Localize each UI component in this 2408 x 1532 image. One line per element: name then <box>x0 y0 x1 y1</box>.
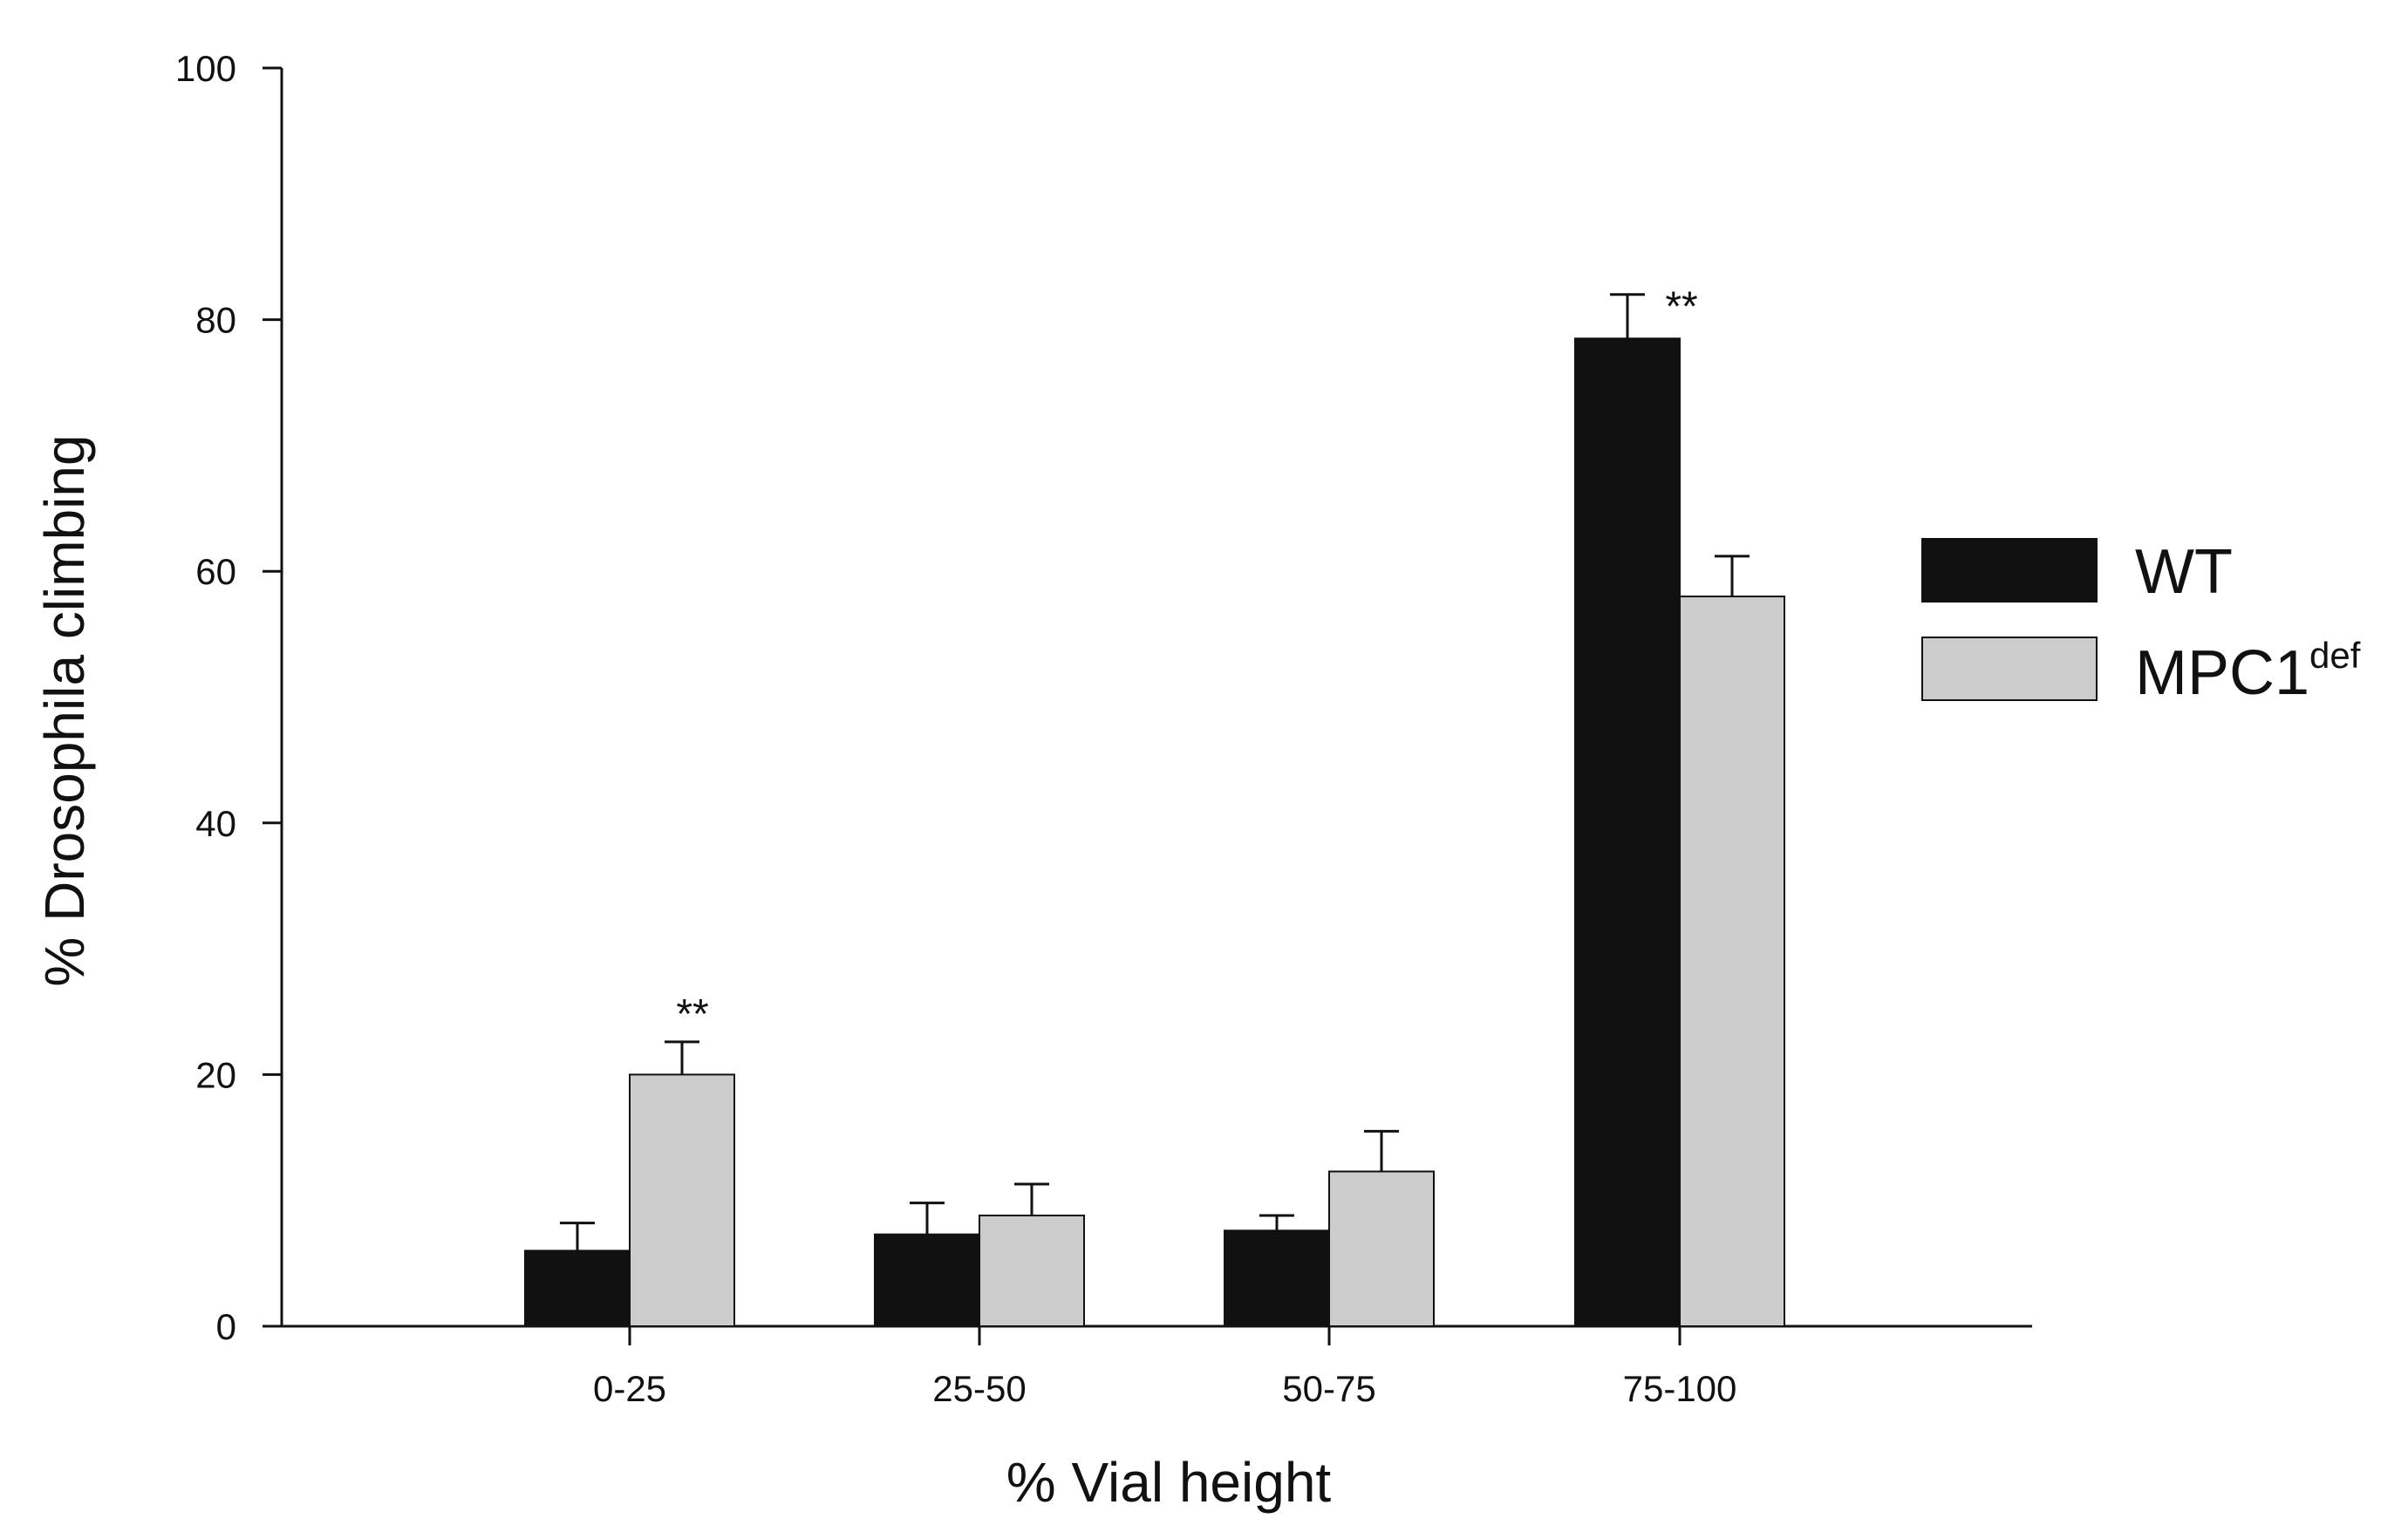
bar-wt-25-50 <box>874 1233 980 1328</box>
legend-swatch-wt <box>1921 538 2098 603</box>
significance-annotation-75-100: ** <box>1665 284 1697 330</box>
y-tick-label-40: 40 <box>195 803 236 844</box>
x-tick-label-50-75: 50-75 <box>1282 1368 1375 1409</box>
bar-wt-50-75 <box>1224 1229 1330 1328</box>
legend-label-mpc1def: MPC1def <box>2135 635 2361 708</box>
bar-mpc1-50-75 <box>1328 1170 1435 1327</box>
y-tick-label-60: 60 <box>195 551 236 592</box>
y-tick-label-80: 80 <box>195 300 236 341</box>
bar-wt-75-100 <box>1574 337 1681 1327</box>
legend-label-superscript: def <box>2309 635 2361 676</box>
x-tick-label-75-100: 75-100 <box>1623 1368 1737 1409</box>
plot-area: 0 20 40 60 80 100 0-25 25-50 50-75 75-100 ** ** <box>175 48 2032 1409</box>
x-tick-label-0-25: 0-25 <box>593 1368 666 1409</box>
bar-mpc1-75-100 <box>1679 596 1785 1327</box>
legend-label-wt: WT <box>2135 537 2233 607</box>
legend-label-main: MPC1 <box>2135 638 2309 708</box>
y-axis-title: % Drosophila climbing <box>33 434 96 986</box>
legend-swatch-mpc1def <box>1921 637 2098 701</box>
y-tick-label-100: 100 <box>175 48 236 89</box>
legend: WT MPC1def <box>1921 537 2361 708</box>
x-axis-title: % Vial height <box>1006 1451 1332 1514</box>
y-tick-label-0: 0 <box>216 1306 236 1347</box>
bar-wt-0-25 <box>524 1249 631 1328</box>
bar-mpc1-0-25 <box>629 1073 735 1328</box>
significance-annotation-0-25: ** <box>676 991 708 1038</box>
y-tick-label-20: 20 <box>195 1054 236 1095</box>
x-tick-label-25-50: 25-50 <box>932 1368 1026 1409</box>
bar-mpc1-25-50 <box>979 1215 1085 1327</box>
